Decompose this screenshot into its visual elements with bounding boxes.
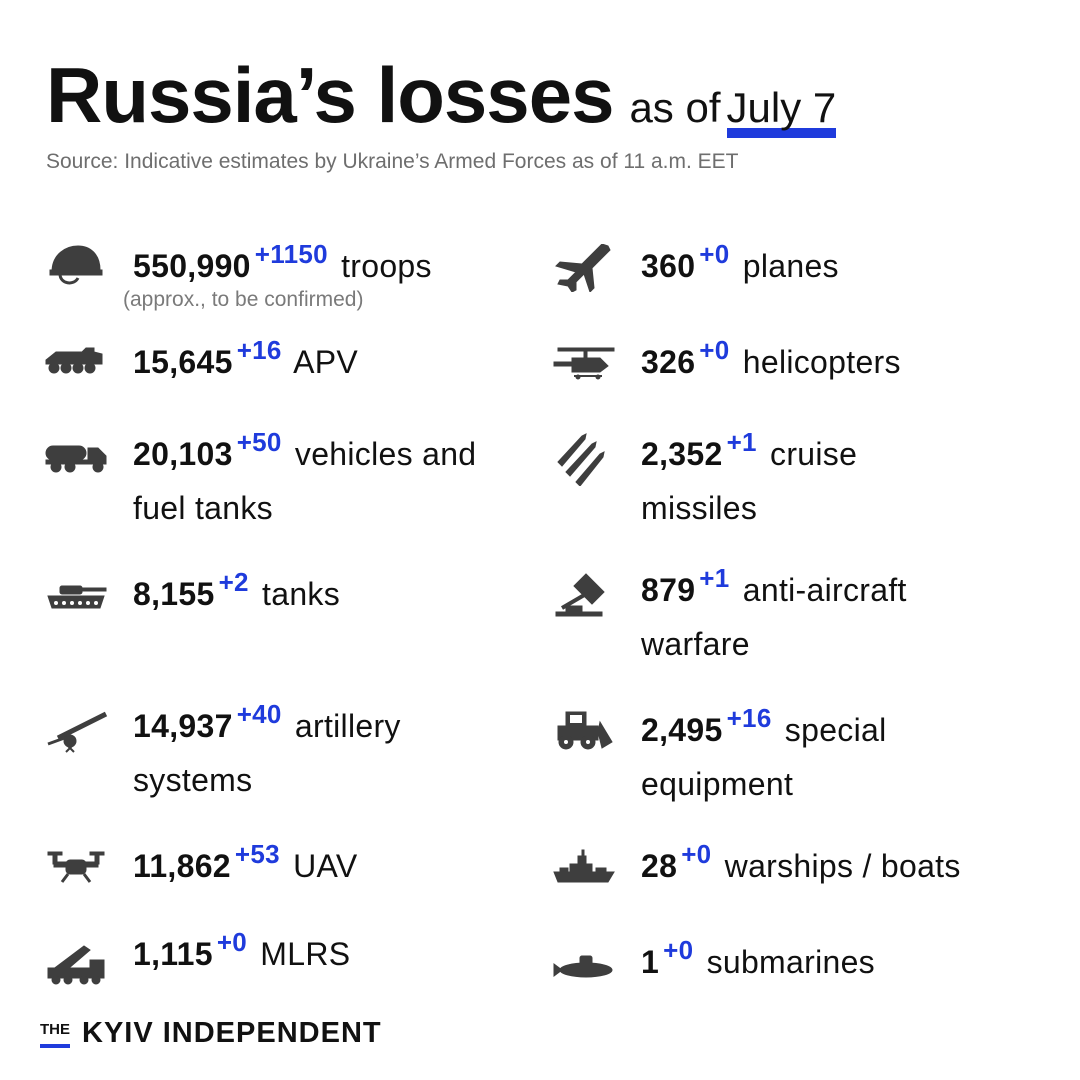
warships-label: warships / boats	[724, 848, 961, 884]
missiles-label: cruise	[770, 436, 858, 472]
artillery-label: artillery	[294, 708, 401, 744]
date-underline	[726, 128, 837, 138]
bulldozer-icon	[552, 708, 616, 756]
anti-aircraft-label: anti-aircraft	[742, 572, 907, 608]
submarines-label: submarines	[706, 944, 875, 980]
uav-value: 11,862	[133, 848, 231, 884]
mlrs-icon	[44, 940, 108, 988]
source-note: Source: Indicative estimates by Ukraine’…	[46, 150, 739, 173]
planes-delta: +0	[699, 239, 730, 269]
logo-the: THE	[40, 1021, 70, 1048]
troops-label: troops	[341, 248, 432, 284]
logo-underline	[40, 1044, 70, 1048]
apv-value: 15,645	[133, 344, 233, 380]
uav-label: UAV	[293, 848, 358, 884]
helicopters-label: helicopters	[742, 344, 901, 380]
anti-aircraft-icon	[552, 572, 616, 620]
submarines-value: 1	[641, 944, 660, 980]
submarine-icon	[552, 944, 616, 992]
artillery-icon	[44, 708, 108, 756]
mlrs-delta: +0	[216, 927, 248, 957]
special-equipment-label: special	[784, 712, 887, 748]
apv-label: APV	[293, 344, 359, 380]
title-date: July 7	[726, 84, 837, 138]
missiles-delta: +1	[726, 427, 757, 457]
missiles-icon	[552, 430, 616, 486]
vehicles-label-line2: fuel tanks	[133, 490, 273, 526]
uav-delta: +53	[234, 839, 280, 869]
title-main: Russia’s losses	[46, 51, 614, 139]
artillery-value: 14,937	[133, 708, 233, 744]
apv-icon	[42, 338, 106, 386]
drone-icon	[44, 842, 108, 890]
special-equipment-label-line2: equipment	[641, 766, 794, 802]
special-equipment-delta: +16	[726, 703, 772, 733]
mlrs-value: 1,115	[133, 936, 213, 972]
planes-value: 360	[641, 248, 696, 284]
troops-value: 550,990	[133, 248, 251, 284]
anti-aircraft-value: 879	[641, 572, 696, 608]
troops-delta: +1150	[254, 239, 328, 269]
helicopters-value: 326	[641, 344, 696, 380]
vehicles-value: 20,103	[133, 436, 233, 472]
anti-aircraft-delta: +1	[699, 563, 730, 593]
anti-aircraft-label-line2: warfare	[641, 626, 750, 662]
special-equipment-value: 2,495	[641, 712, 723, 748]
date-text: July 7	[726, 84, 837, 131]
tanks-label: tanks	[262, 576, 341, 612]
artillery-label-line2: systems	[133, 762, 253, 798]
planes-label: planes	[742, 248, 839, 284]
missiles-label-line2: missiles	[641, 490, 758, 526]
vehicles-label: vehicles and	[294, 436, 477, 472]
kyiv-independent-logo: THE KYIV INDEPENDENT	[40, 1017, 382, 1050]
apv-delta: +16	[236, 335, 282, 365]
warships-delta: +0	[681, 839, 712, 869]
troops-note: (approx., to be confirmed)	[123, 288, 364, 311]
title-subtitle: as of	[629, 84, 721, 131]
helicopters-delta: +0	[699, 335, 730, 365]
tanks-value: 8,155	[133, 576, 215, 612]
tank-icon	[44, 576, 108, 624]
tanks-delta: +2	[218, 567, 249, 597]
logo-the-text: THE	[40, 1021, 70, 1038]
warships-value: 28	[641, 848, 678, 884]
submarines-delta: +0	[663, 935, 694, 965]
fuel-truck-icon	[44, 434, 108, 482]
logo-name: KYIV INDEPENDENT	[82, 1017, 382, 1049]
missiles-value: 2,352	[641, 436, 723, 472]
page-title: Russia’s losses as of July 7	[46, 50, 837, 141]
mlrs-label: MLRS	[260, 936, 351, 972]
helmet-icon	[44, 242, 108, 290]
warship-icon	[552, 846, 616, 894]
vehicles-delta: +50	[236, 427, 282, 457]
artillery-delta: +40	[236, 699, 282, 729]
helicopter-icon	[552, 340, 616, 388]
plane-icon	[552, 244, 616, 292]
